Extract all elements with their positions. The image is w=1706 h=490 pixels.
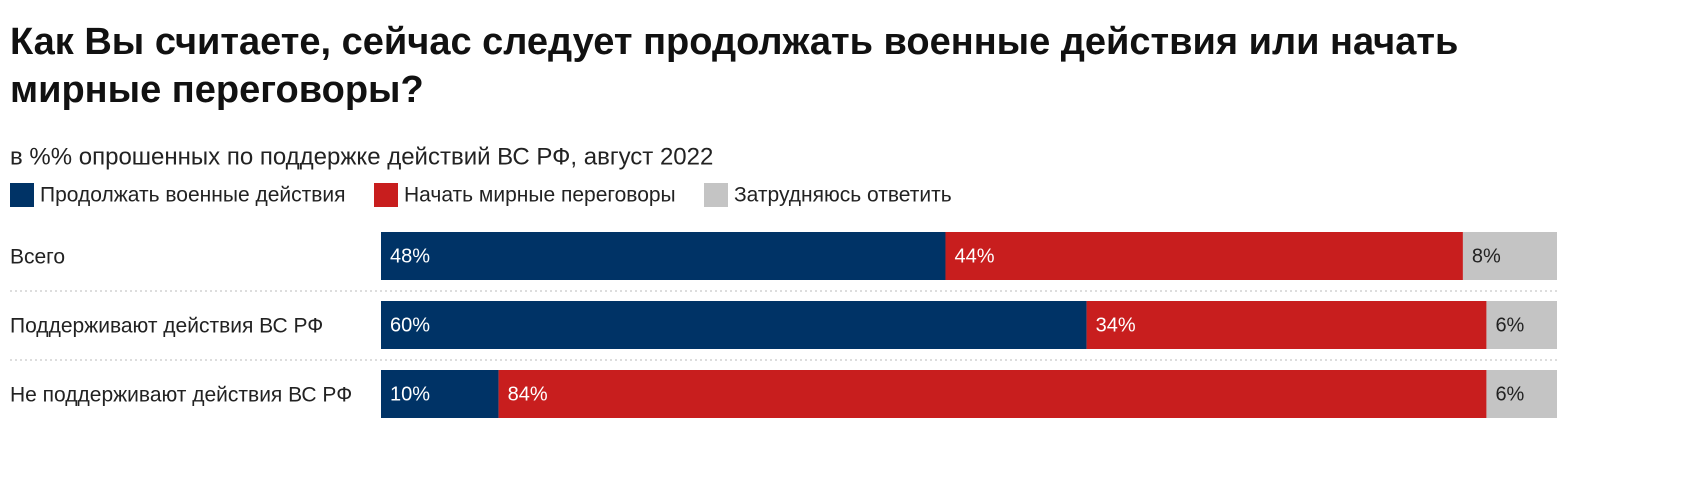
value-label: 34%	[1096, 314, 1136, 336]
chart-title: Как Вы считаете, сейчас следует продолжа…	[10, 21, 1458, 111]
bar-segment	[945, 232, 1463, 280]
value-label: 44%	[954, 245, 994, 267]
category-label: Всего	[10, 246, 65, 269]
value-label: 48%	[390, 245, 430, 267]
bar-segment	[498, 370, 1487, 418]
bar-segment	[1486, 301, 1557, 349]
bar-segment	[1486, 370, 1557, 418]
value-label: 6%	[1495, 314, 1524, 336]
value-label: 60%	[390, 314, 430, 336]
bar-segment	[1462, 232, 1557, 280]
value-label: 84%	[508, 383, 548, 405]
legend-swatch	[374, 183, 398, 207]
bar-segment	[381, 301, 1087, 349]
legend-label: Затрудняюсь ответить	[734, 184, 952, 207]
chart-subtitle: в %% опрошенных по поддержке действий ВС…	[10, 143, 713, 170]
legend-label: Начать мирные переговоры	[404, 184, 676, 207]
bar-segment	[381, 370, 499, 418]
value-label: 8%	[1472, 245, 1501, 267]
legend-swatch	[10, 183, 34, 207]
category-label: Поддерживают действия ВС РФ	[10, 315, 323, 338]
value-label: 6%	[1495, 383, 1524, 405]
category-label: Не поддерживают действия ВС РФ	[10, 384, 352, 407]
legend-label: Продолжать военные действия	[40, 184, 346, 207]
bar-segment	[381, 232, 946, 280]
legend-swatch	[704, 183, 728, 207]
bar-segment	[1086, 301, 1487, 349]
value-label: 10%	[390, 383, 430, 405]
